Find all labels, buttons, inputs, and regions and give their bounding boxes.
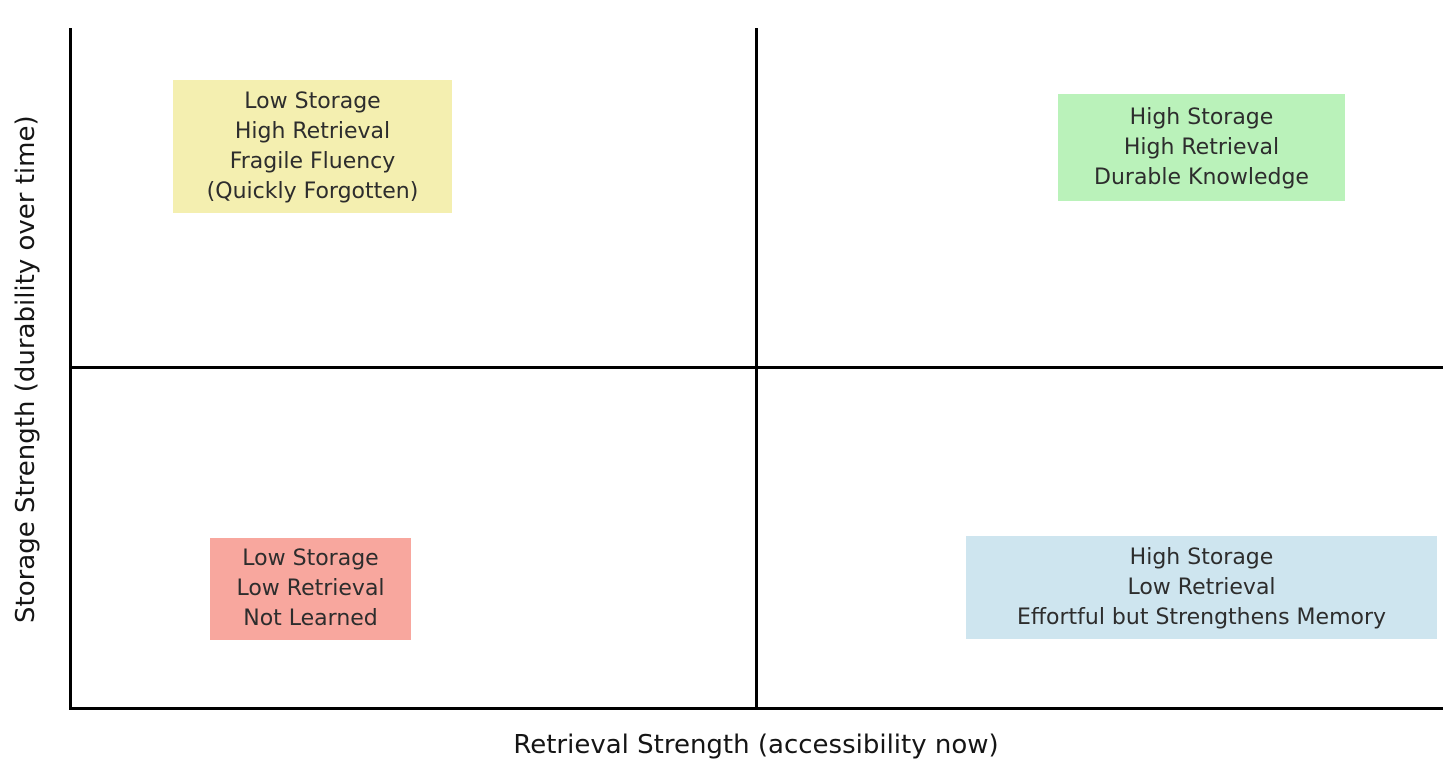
quadrant-box-bottom-right: High Storage Low Retrieval Effortful but… xyxy=(966,536,1437,639)
quadrant-divider-vertical-line xyxy=(755,28,758,710)
quadrant-text-line: Durable Knowledge xyxy=(1094,164,1309,190)
quadrant-text-line: Fragile Fluency xyxy=(229,148,396,174)
quadrant-text-line: High Retrieval xyxy=(234,118,391,144)
quadrant-text-line: High Storage xyxy=(1129,104,1274,130)
y-axis-label: Storage Strength (durability over time) xyxy=(11,115,41,623)
quadrant-box-bottom-left: Low Storage Low Retrieval Not Learned xyxy=(210,538,411,640)
quadrant-text-line: (Quickly Forgotten) xyxy=(206,178,419,204)
quadrant-text-line: High Retrieval xyxy=(1123,134,1280,160)
quadrant-box-top-left: Low Storage High Retrieval Fragile Fluen… xyxy=(173,80,452,213)
quadrant-text-line: High Storage xyxy=(1129,544,1274,570)
y-axis-line xyxy=(69,28,72,710)
quadrant-box-top-right: High Storage High Retrieval Durable Know… xyxy=(1058,94,1345,201)
quadrant-text-line: Not Learned xyxy=(243,606,378,631)
quadrant-text-line: Low Storage xyxy=(242,546,379,571)
x-axis-label: Retrieval Strength (accessibility now) xyxy=(513,730,999,760)
quadrant-divider-horizontal-line xyxy=(69,366,1443,369)
quadrant-text-line: Low Retrieval xyxy=(1127,574,1276,600)
quadrant-text-line: Effortful but Strengthens Memory xyxy=(1016,604,1387,630)
quadrant-text-line: Low Retrieval xyxy=(236,576,385,601)
quadrant-text-line: Low Storage xyxy=(244,88,381,114)
